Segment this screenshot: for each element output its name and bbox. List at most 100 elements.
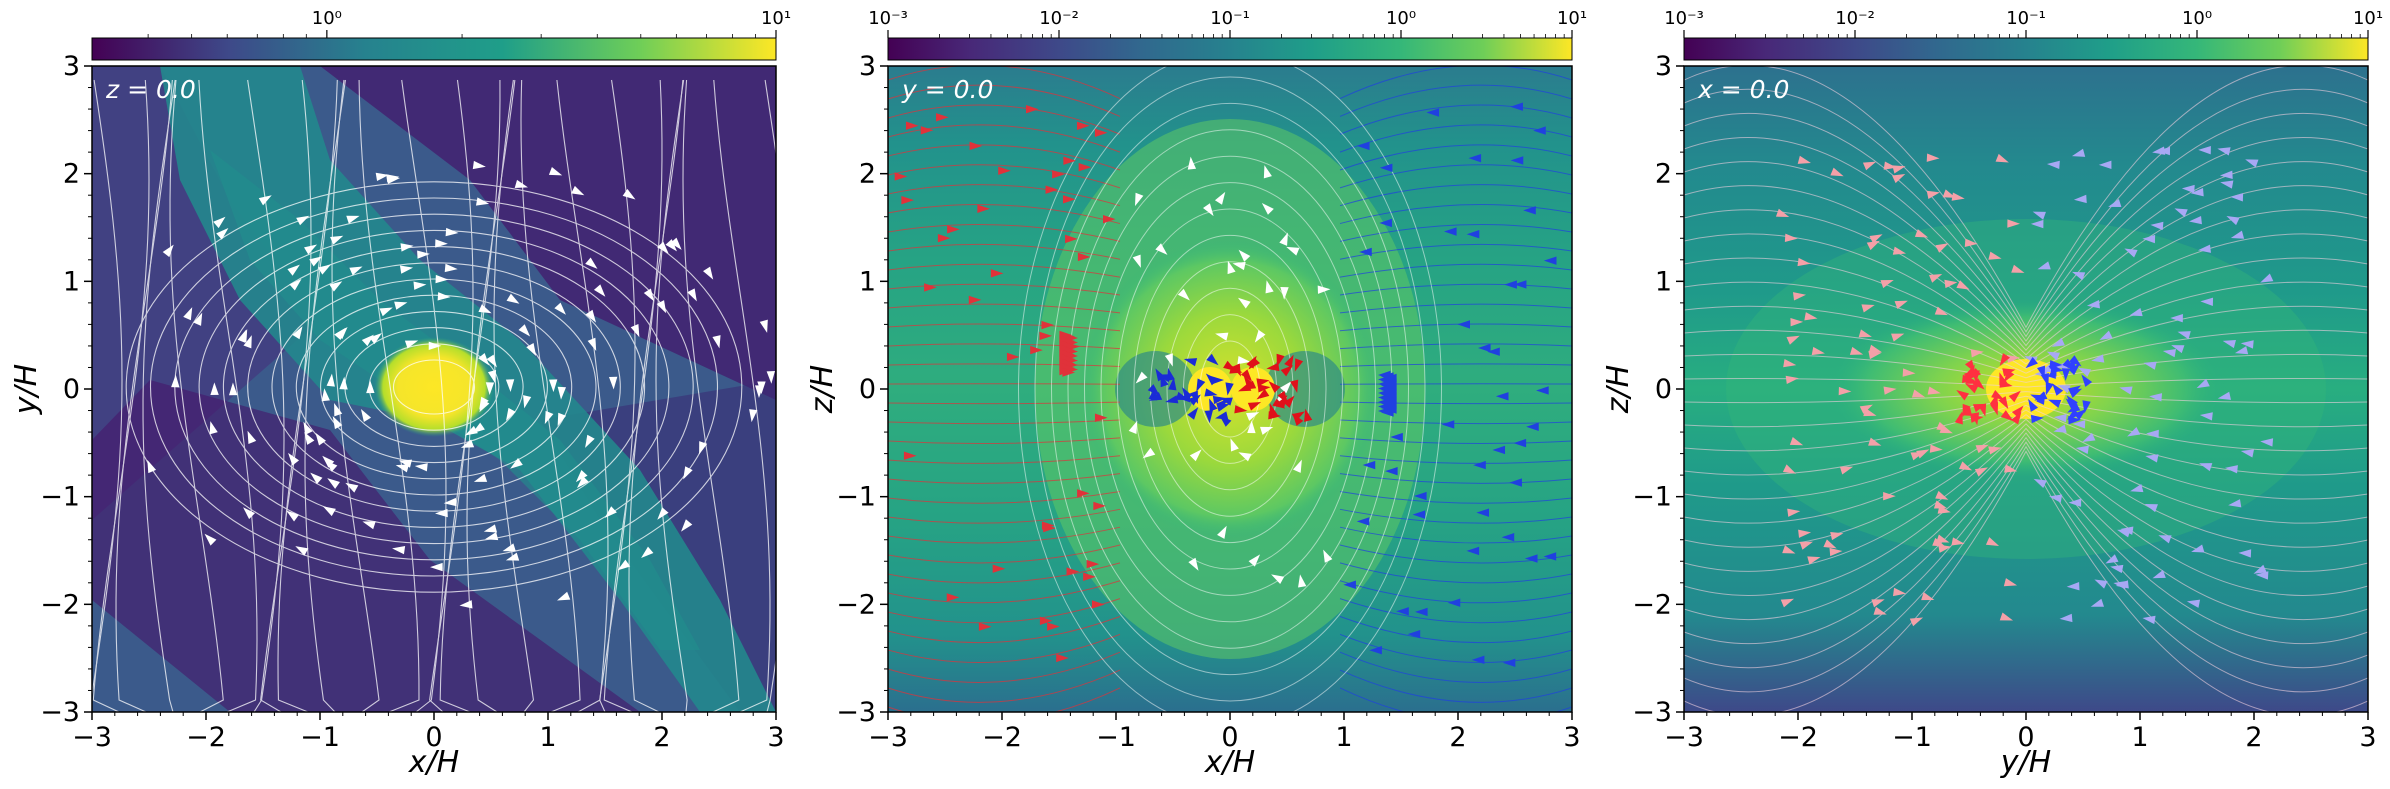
streamline-arrow bbox=[998, 166, 1011, 175]
streamline-arrow bbox=[2073, 409, 2087, 421]
streamline-arrow bbox=[369, 333, 382, 345]
streamline-arrow bbox=[1142, 447, 1156, 459]
streamline bbox=[1684, 257, 2368, 365]
streamline-arrow bbox=[1523, 206, 1536, 215]
streamline-arrow bbox=[510, 458, 523, 469]
streamline-arrow bbox=[622, 188, 636, 200]
streamline-arrow bbox=[656, 300, 667, 314]
streamline-arrow bbox=[1062, 368, 1075, 377]
streamline-arrow bbox=[518, 324, 531, 337]
streamline bbox=[1339, 283, 1572, 296]
streamline bbox=[1339, 419, 1572, 425]
streamline-arrow bbox=[238, 329, 248, 343]
streamline-arrow bbox=[506, 407, 516, 421]
streamline-arrow bbox=[1243, 375, 1255, 389]
streamline-arrow bbox=[1211, 376, 1225, 385]
streamline-arrow bbox=[336, 326, 348, 340]
streamline bbox=[1339, 303, 1572, 314]
streamline-arrow bbox=[295, 546, 309, 556]
streamline-arrow bbox=[1926, 153, 1940, 162]
streamline-arrow bbox=[1284, 354, 1294, 368]
streamline bbox=[888, 562, 1121, 584]
streamline-arrow bbox=[1168, 377, 1177, 391]
y-tick-label: 2 bbox=[859, 159, 876, 190]
streamline-arrow bbox=[289, 279, 302, 291]
streamline-arrow bbox=[296, 215, 310, 226]
streamline-arrow bbox=[1369, 646, 1382, 655]
streamline-arrow bbox=[1227, 260, 1236, 275]
streamline-arrow bbox=[1248, 554, 1261, 567]
streamline-arrow bbox=[1929, 444, 1943, 453]
streamline-arrow bbox=[683, 466, 693, 480]
streamline-arrow bbox=[1177, 288, 1190, 301]
streamline bbox=[1339, 84, 1572, 117]
streamline-arrow bbox=[969, 141, 983, 151]
y-tick-label: −3 bbox=[40, 697, 80, 728]
streamline-arrow bbox=[2033, 478, 2047, 489]
streamline-arrow bbox=[924, 283, 937, 292]
streamline-arrow bbox=[2190, 188, 2204, 197]
streamline-arrow bbox=[1291, 411, 1305, 422]
streamline-arrow bbox=[464, 425, 478, 436]
streamline bbox=[1684, 409, 2368, 500]
streamline-arrow bbox=[2091, 354, 2105, 363]
streamline-arrow bbox=[1935, 490, 1949, 500]
streamline-arrow bbox=[1902, 368, 1916, 377]
streamline-arrow bbox=[920, 126, 934, 135]
streamline-arrow bbox=[2011, 264, 2025, 273]
streamline-arrow bbox=[2219, 170, 2233, 179]
streamline-arrow bbox=[2181, 184, 2195, 194]
streamline-arrow bbox=[2072, 420, 2086, 429]
streamline-arrow bbox=[2053, 414, 2067, 423]
streamline-arrow bbox=[1077, 252, 1091, 262]
streamline-arrow bbox=[2170, 314, 2183, 323]
streamline-arrow bbox=[1132, 254, 1141, 268]
streamline-arrow bbox=[1868, 344, 1883, 353]
streamline-arrow bbox=[2062, 358, 2075, 371]
streamline bbox=[1339, 263, 1572, 278]
streamline-arrow bbox=[2032, 211, 2046, 220]
streamline-arrow bbox=[1513, 438, 1527, 448]
streamline-arrow bbox=[2082, 432, 2096, 442]
streamline-arrow bbox=[2034, 391, 2048, 401]
streamline-arrow bbox=[1892, 246, 1907, 255]
streamline-arrow bbox=[894, 172, 908, 181]
streamline-arrow bbox=[2255, 571, 2269, 580]
streamline-arrow bbox=[681, 519, 693, 532]
streamline-arrow bbox=[2047, 399, 2062, 408]
streamline-arrow bbox=[1188, 557, 1199, 571]
streamline-arrow bbox=[247, 430, 257, 445]
streamline-arrow bbox=[1951, 537, 1965, 546]
streamline-arrow bbox=[435, 239, 448, 248]
streamline-arrow bbox=[1975, 444, 1989, 454]
streamline-arrow bbox=[1062, 195, 1076, 204]
streamline-arrow bbox=[947, 225, 960, 234]
streamline-arrow bbox=[2071, 271, 2086, 281]
streamline-arrow bbox=[243, 335, 252, 349]
streamline-arrow bbox=[1261, 202, 1274, 215]
streamline-arrow bbox=[1956, 389, 1970, 401]
streamline-arrow bbox=[379, 307, 393, 317]
streamline-arrow bbox=[1006, 352, 1020, 362]
slice-label-2: y = 0.0 bbox=[901, 75, 993, 104]
streamline-arrow bbox=[1942, 189, 1956, 198]
streamline-arrow bbox=[2006, 354, 2020, 364]
colorbar-tick-label: 10⁰ bbox=[2182, 8, 2212, 29]
streamline bbox=[1684, 436, 2368, 645]
streamline-arrow bbox=[1086, 559, 1100, 569]
streamline-arrow bbox=[399, 265, 414, 274]
streamline bbox=[888, 84, 1121, 117]
streamline-arrow bbox=[643, 288, 655, 302]
x-axis-label-2: x/H bbox=[1204, 745, 1255, 780]
streamline-arrow bbox=[204, 533, 217, 546]
streamline-arrow bbox=[1279, 232, 1288, 246]
colorbar-3-ticks: 10⁻³ 10⁻² 10⁻¹ 10⁰ 10¹ bbox=[1664, 8, 2383, 38]
streamline bbox=[295, 294, 573, 480]
streamline-arrow bbox=[1390, 432, 1403, 442]
streamline-arrow bbox=[557, 412, 567, 426]
streamline-arrow bbox=[1457, 320, 1471, 329]
streamline-arrow bbox=[315, 432, 326, 446]
streamline bbox=[304, 79, 346, 712]
streamline bbox=[1051, 102, 1409, 676]
streamline-arrow bbox=[1536, 386, 1549, 395]
